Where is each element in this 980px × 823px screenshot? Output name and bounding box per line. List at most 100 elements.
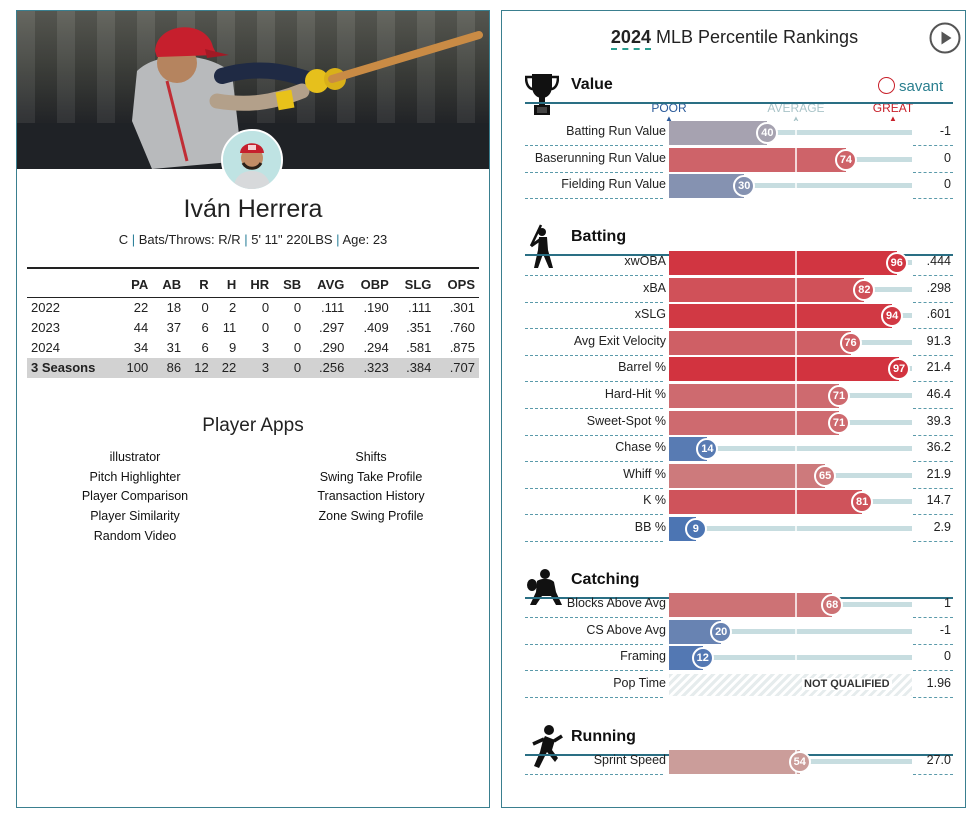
row-divider	[525, 774, 663, 775]
row-divider	[525, 487, 663, 489]
stats-value-cell: 0	[201, 300, 209, 316]
row-divider	[525, 696, 663, 698]
row-divider	[525, 461, 663, 463]
stats-value-cell: .301	[449, 300, 475, 316]
stats-season-cell: 2022	[31, 300, 60, 316]
player-app-link[interactable]: illustrator	[109, 450, 161, 464]
percentile-badge: 82	[853, 278, 876, 301]
percentile-bar	[669, 251, 897, 275]
average-marker	[795, 276, 797, 303]
row-divider	[913, 408, 953, 409]
percentile-bar	[669, 174, 745, 199]
percentile-bar	[669, 121, 768, 145]
percentile-bar	[669, 490, 863, 515]
metric-label: Sweet-Spot %	[586, 413, 666, 428]
stats-season-row: 2024 34 31 6 9 3 0 .290 .294 .581 .875	[27, 338, 479, 358]
percentile-track	[669, 446, 912, 452]
stats-value-cell: .351	[406, 320, 432, 335]
metric-row: K % 81 14.7	[525, 489, 953, 516]
percentile-bar	[669, 750, 800, 774]
row-divider	[525, 354, 663, 356]
metric-value: .444	[926, 254, 951, 268]
percentile-bar	[669, 410, 839, 435]
stats-value-cell: .190	[363, 300, 389, 316]
stats-value-cell: 22	[133, 300, 149, 316]
player-app-link[interactable]: Transaction History	[317, 489, 425, 504]
row-divider	[913, 514, 953, 516]
stats-value-cell: 44	[133, 320, 149, 335]
percentile-bar	[669, 463, 826, 488]
play-icon[interactable]	[929, 22, 961, 54]
row-divider	[913, 171, 953, 173]
row-divider	[913, 145, 953, 146]
stats-value-cell: .707	[435, 357, 479, 378]
metric-value: 0	[944, 649, 951, 664]
metric-label: Blocks Above Avg	[566, 596, 666, 610]
metric-value: 46.4	[926, 387, 951, 401]
stats-value-cell: 0	[273, 357, 306, 378]
triangle-up-icon: ▲	[889, 114, 897, 123]
metric-value: 21.4	[926, 360, 951, 375]
savant-logo[interactable]: savant	[878, 77, 943, 95]
metric-value: 1.96	[926, 675, 951, 690]
player-app-link[interactable]: Zone Swing Profile	[318, 509, 424, 524]
row-divider	[913, 381, 953, 383]
metric-label: Chase %	[615, 440, 666, 455]
row-divider	[525, 301, 663, 303]
metric-value: 1	[944, 596, 951, 610]
stats-season-row: 2022 22 18 0 2 0 0 .111 .190 .111 .301	[27, 298, 479, 318]
scale-average-label-text: AVERAGE	[767, 101, 825, 115]
stats-value-cell: 100	[115, 357, 153, 378]
batter-icon	[525, 224, 565, 270]
stats-value-cell: .384	[392, 357, 436, 378]
stats-value-cell: 9	[229, 340, 237, 355]
metric-label: Avg Exit Velocity	[573, 333, 666, 348]
metric-row: CS Above Avg 20 -1	[525, 618, 953, 645]
row-divider	[913, 198, 953, 200]
row-divider	[913, 617, 953, 618]
triangle-up-icon: ▲	[792, 114, 800, 123]
metric-row: xwOBA 96 .444	[525, 250, 953, 276]
metric-value: 21.9	[926, 466, 951, 481]
percentile-badge: 40	[756, 122, 779, 144]
percentile-track	[669, 183, 912, 189]
player-app-link[interactable]: Shifts	[355, 450, 387, 464]
stats-value-cell: .294	[363, 340, 389, 355]
player-bats-throws: Bats/Throws: R/R	[138, 232, 241, 247]
runner-icon	[525, 724, 565, 770]
metric-value: .298	[926, 280, 951, 295]
row-divider	[525, 381, 663, 383]
metric-value: 0	[944, 150, 951, 165]
stats-header-h: H	[212, 267, 241, 298]
stats-value-cell: .111	[320, 300, 345, 316]
stats-value-cell: 11	[222, 320, 237, 335]
stats-value-cell: .581	[406, 340, 432, 355]
percentile-badge: 9	[684, 518, 707, 540]
career-stats-table: PA AB R H HR SB AVG OBP SLG OPS 2022 22 18…	[27, 267, 479, 378]
metric-label: xBA	[643, 280, 666, 295]
row-divider	[913, 301, 953, 303]
scale-poor-label-text: POOR	[651, 101, 687, 115]
row-divider	[913, 643, 953, 645]
row-divider	[913, 487, 953, 489]
player-app-link[interactable]: Random Video	[93, 528, 177, 543]
stats-header-obp: OBP	[348, 267, 393, 298]
row-divider	[525, 408, 663, 409]
player-app-link[interactable]: Pitch Highlighter	[89, 469, 181, 484]
percentile-badge: 65	[814, 464, 837, 487]
row-divider	[525, 670, 663, 672]
average-marker	[795, 592, 797, 618]
player-app-link[interactable]: Swing Take Profile	[319, 469, 423, 484]
stats-value-cell: .875	[449, 340, 475, 355]
percentile-badge: 54	[788, 751, 811, 773]
not-qualified-label: NOT QUALIFIED	[802, 677, 892, 690]
section-title: Batting	[571, 228, 627, 245]
row-divider	[913, 696, 953, 698]
baseball-icon	[878, 77, 895, 94]
average-marker	[795, 409, 797, 436]
stats-header-ops: OPS	[435, 267, 479, 298]
metric-value: -1	[939, 124, 951, 138]
row-divider	[525, 514, 663, 516]
player-app-link[interactable]: Player Similarity	[90, 509, 180, 524]
player-app-link[interactable]: Player Comparison	[81, 489, 189, 504]
